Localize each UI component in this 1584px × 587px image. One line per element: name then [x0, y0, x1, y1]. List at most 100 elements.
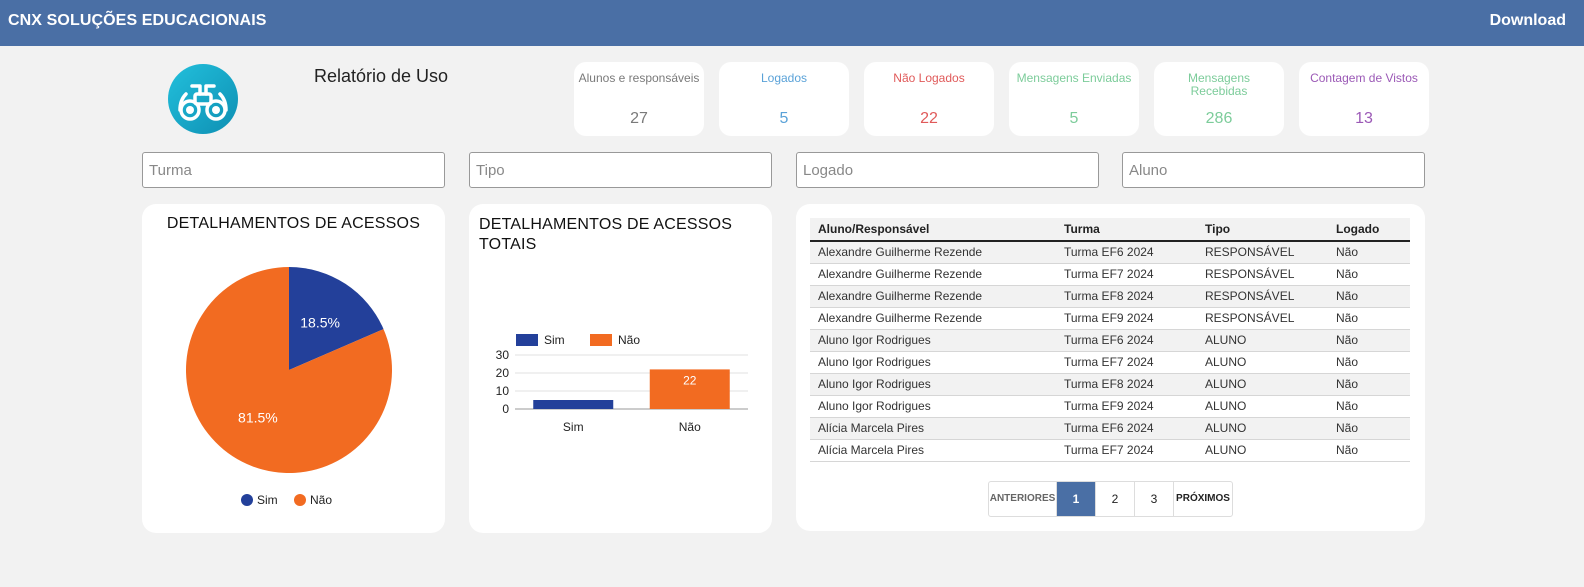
stat-card-alunos: Alunos e responsáveis 27 — [574, 62, 704, 136]
cell-turma: Turma EF7 2024 — [1056, 439, 1197, 462]
stat-label: Não Logados — [893, 71, 965, 85]
table-row[interactable]: Alexandre Guilherme Rezende Turma EF8 202… — [810, 285, 1410, 308]
table-row[interactable]: Alexandre Guilherme Rezende Turma EF7 202… — [810, 263, 1410, 286]
pie-slice-sim[interactable] — [289, 267, 384, 370]
pie-chart-title: DETALHAMENTOS DE ACESSOS — [166, 215, 421, 232]
cell-turma: Turma EF6 2024 — [1056, 241, 1197, 264]
y-tick-label: 10 — [496, 384, 510, 398]
pie-slice-label: 81.5% — [238, 409, 278, 425]
next-page-button[interactable]: PRÓXIMOS — [1176, 493, 1230, 504]
column-header-logado[interactable]: Logado — [1328, 218, 1410, 242]
pie-slice-label: 18.5% — [300, 315, 340, 331]
stat-value: 27 — [630, 110, 648, 127]
stat-card-mensagens-enviadas: Mensagens Enviadas 5 — [1009, 62, 1139, 136]
cell-logado: Não — [1328, 263, 1410, 286]
pie-slice-nao[interactable] — [186, 267, 392, 473]
page-1-button[interactable]: 1 — [1057, 482, 1096, 516]
stat-card-mensagens-recebidas: Mensagens Recebidas 286 — [1154, 62, 1284, 136]
y-tick-label: 20 — [496, 366, 510, 380]
cell-aluno: Aluno Igor Rodrigues — [810, 351, 1056, 374]
table-row[interactable]: Alexandre Guilherme Rezende Turma EF6 202… — [810, 241, 1410, 264]
page-2-button[interactable]: 2 — [1096, 482, 1135, 516]
stat-value: 5 — [779, 110, 789, 127]
stat-label: Logados — [760, 71, 808, 85]
cell-logado: Não — [1328, 329, 1410, 352]
cell-aluno: Alexandre Guilherme Rezende — [810, 263, 1056, 286]
stat-value: 22 — [920, 110, 938, 127]
binoculars-logo-icon — [168, 64, 238, 134]
cell-logado: Não — [1328, 417, 1410, 440]
stat-card-nao-logados: Não Logados 22 — [864, 62, 994, 136]
cell-turma: Turma EF7 2024 — [1056, 263, 1197, 286]
cell-logado: Não — [1328, 395, 1410, 418]
cell-logado: Não — [1328, 241, 1410, 264]
table-row[interactable]: Aluno Igor Rodrigues Turma EF9 2024 ALUNO N… — [810, 395, 1410, 418]
page-title: Relatório de Uso — [314, 66, 449, 86]
bar-chart-title: DETALHAMENTOS DE ACESSOS TOTAIS — [479, 216, 733, 253]
page-3-button[interactable]: 3 — [1135, 482, 1174, 516]
cell-turma: Turma EF9 2024 — [1056, 307, 1197, 330]
cell-turma: Turma EF6 2024 — [1056, 417, 1197, 440]
table-header-row: Aluno/Responsável Turma Tipo Logado — [810, 218, 1410, 242]
bar-data-label: 22 — [683, 373, 697, 387]
cell-turma: Turma EF9 2024 — [1056, 395, 1197, 418]
tipo-filter-input[interactable] — [469, 152, 772, 188]
cell-tipo: ALUNO — [1197, 395, 1328, 418]
legend-label: Sim — [544, 333, 565, 347]
cell-turma: Turma EF7 2024 — [1056, 351, 1197, 374]
column-header-turma[interactable]: Turma — [1056, 218, 1197, 242]
legend-marker — [294, 494, 306, 506]
cell-logado: Não — [1328, 307, 1410, 330]
bar-chart-card: DETALHAMENTOS DE ACESSOS TOTAIS 0 10 20 30 S… — [469, 204, 772, 533]
cell-turma: Turma EF6 2024 — [1056, 329, 1197, 352]
stat-value: 5 — [1069, 110, 1079, 127]
cell-aluno: Alexandre Guilherme Rezende — [810, 241, 1056, 264]
y-tick-label: 0 — [502, 402, 509, 416]
legend-label: Não — [618, 333, 640, 347]
cell-aluno: Alícia Marcela Pires — [810, 439, 1056, 462]
download-button[interactable]: Download — [1489, 12, 1566, 29]
column-header-aluno[interactable]: Aluno/Responsável — [810, 218, 1056, 242]
cell-tipo: RESPONSÁVEL — [1197, 307, 1328, 330]
y-tick-label: 30 — [496, 348, 510, 362]
brand-name: CNX SOLUÇÕES EDUCACIONAIS — [8, 12, 267, 29]
stat-card-logados: Logados 5 — [719, 62, 849, 136]
logado-filter-input[interactable] — [796, 152, 1099, 188]
table-row[interactable]: Alícia Marcela Pires Turma EF6 2024 ALUNO N… — [810, 417, 1410, 440]
aluno-filter-input[interactable] — [1122, 152, 1425, 188]
bar-nao[interactable] — [649, 369, 730, 409]
legend-marker — [516, 334, 538, 346]
pagination: ANTERIORES 1 2 3 PRÓXIMOS — [988, 481, 1233, 517]
cell-tipo: RESPONSÁVEL — [1197, 285, 1328, 308]
column-header-tipo[interactable]: Tipo — [1197, 218, 1328, 242]
cell-aluno: Aluno Igor Rodrigues — [810, 373, 1056, 396]
table-row[interactable]: Aluno Igor Rodrigues Turma EF8 2024 ALUNO N… — [810, 373, 1410, 396]
stat-card-contagem-vistos: Contagem de Vistos 13 — [1299, 62, 1429, 136]
legend-label: Sim — [257, 493, 278, 507]
legend-marker — [241, 494, 253, 506]
table-row[interactable]: Aluno Igor Rodrigues Turma EF6 2024 ALUNO N… — [810, 329, 1410, 352]
bar-chart: 0 10 20 30 Sim 22 Não Sim Não — [496, 333, 748, 434]
cell-turma: Turma EF8 2024 — [1056, 373, 1197, 396]
table-row[interactable]: Alexandre Guilherme Rezende Turma EF9 202… — [810, 307, 1410, 330]
cell-tipo: ALUNO — [1197, 373, 1328, 396]
cell-tipo: RESPONSÁVEL — [1197, 241, 1328, 264]
turma-filter-input[interactable] — [142, 152, 445, 188]
stat-value: 286 — [1205, 110, 1233, 127]
cell-logado: Não — [1328, 351, 1410, 374]
stat-label: Mensagens Recebidas — [1187, 71, 1251, 98]
legend-marker — [590, 334, 612, 346]
bar-sim[interactable] — [533, 400, 614, 409]
previous-page-button[interactable]: ANTERIORES — [989, 482, 1057, 516]
table-row[interactable]: Alícia Marcela Pires Turma EF7 2024 ALUNO N… — [810, 439, 1410, 462]
table-row[interactable]: Aluno Igor Rodrigues Turma EF7 2024 ALUNO N… — [810, 351, 1410, 374]
stat-label: Mensagens Enviadas — [1016, 71, 1132, 85]
top-bar: CNX SOLUÇÕES EDUCACIONAIS Download — [0, 0, 1584, 46]
stat-label: Contagem de Vistos — [1310, 71, 1418, 85]
table-body: Alexandre Guilherme Rezende Turma EF6 202… — [810, 241, 1410, 462]
x-tick-label: Sim — [563, 420, 584, 434]
cell-aluno: Aluno Igor Rodrigues — [810, 329, 1056, 352]
cell-tipo: ALUNO — [1197, 417, 1328, 440]
stat-label: Alunos e responsáveis — [578, 71, 700, 85]
legend-label: Não — [310, 493, 332, 507]
